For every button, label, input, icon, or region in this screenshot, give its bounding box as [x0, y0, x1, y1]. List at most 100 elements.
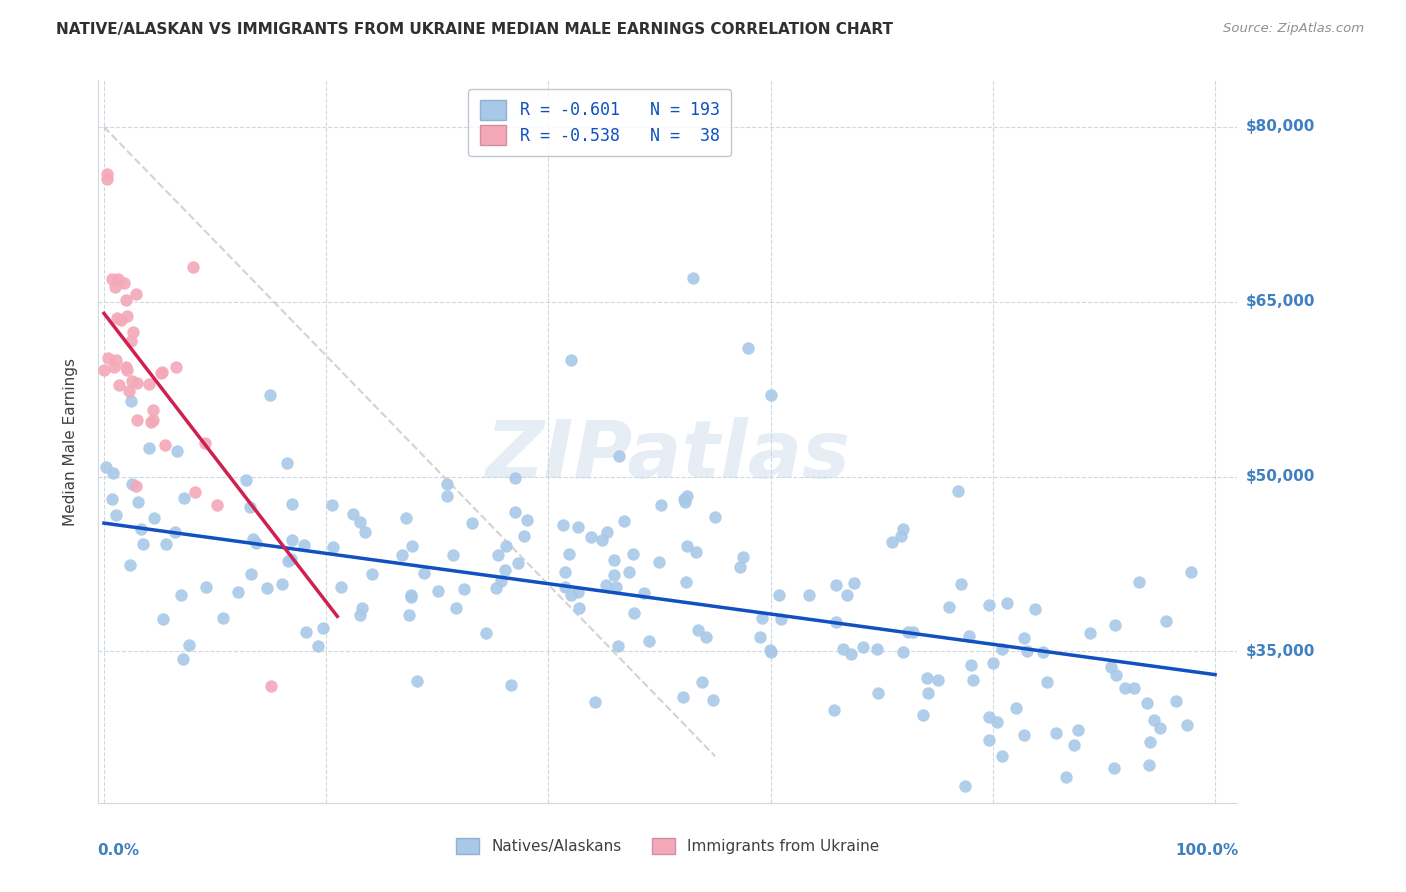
Point — [1045, 726, 1067, 740]
Point — [583, 695, 606, 709]
Point — [444, 601, 467, 615]
Point — [405, 673, 427, 688]
Point — [399, 588, 422, 602]
Text: NATIVE/ALASKAN VS IMMIGRANTS FROM UKRAINE MEDIAN MALE EARNINGS CORRELATION CHART: NATIVE/ALASKAN VS IMMIGRANTS FROM UKRAIN… — [56, 22, 893, 37]
Point — [121, 476, 143, 491]
Point — [607, 449, 630, 463]
Point — [1099, 660, 1122, 674]
Point — [672, 690, 695, 704]
Point — [602, 553, 624, 567]
Point — [695, 630, 717, 644]
Point — [163, 524, 186, 539]
Point — [401, 591, 423, 605]
Point — [703, 510, 725, 524]
Point — [226, 585, 249, 599]
Point — [352, 601, 374, 615]
Point — [307, 640, 329, 654]
Point — [142, 403, 165, 417]
Point — [977, 732, 1000, 747]
Point — [516, 513, 538, 527]
Point — [688, 623, 710, 637]
Point — [839, 647, 862, 661]
Point — [1105, 668, 1128, 682]
Point — [1102, 761, 1125, 775]
Point — [436, 489, 458, 503]
Point — [728, 559, 751, 574]
Point — [702, 693, 724, 707]
Point — [567, 520, 589, 534]
Point — [474, 625, 496, 640]
Point — [675, 539, 697, 553]
Point — [121, 325, 143, 339]
Point — [990, 748, 1012, 763]
Point — [93, 363, 115, 377]
Text: $35,000: $35,000 — [1246, 644, 1315, 659]
Point — [682, 271, 704, 285]
Point — [927, 673, 949, 687]
Point — [235, 473, 257, 487]
Point — [108, 378, 131, 392]
Point — [321, 499, 343, 513]
Point — [890, 529, 912, 543]
Point — [142, 511, 165, 525]
Point — [96, 167, 118, 181]
Point — [152, 612, 174, 626]
Point — [1063, 738, 1085, 752]
Point — [751, 611, 773, 625]
Y-axis label: Median Male Earnings: Median Male Earnings — [63, 358, 77, 525]
Point — [142, 412, 165, 426]
Point — [138, 441, 160, 455]
Point — [395, 511, 418, 525]
Point — [603, 568, 626, 582]
Point — [748, 630, 770, 644]
Point — [917, 686, 939, 700]
Point — [101, 271, 124, 285]
Legend: Natives/Alaskans, Immigrants from Ukraine: Natives/Alaskans, Immigrants from Ukrain… — [450, 832, 886, 860]
Point — [868, 686, 890, 700]
Point — [1137, 757, 1160, 772]
Point — [120, 334, 142, 349]
Point — [979, 598, 1001, 612]
Point — [759, 643, 782, 657]
Point — [551, 517, 574, 532]
Point — [554, 565, 576, 579]
Point — [917, 671, 939, 685]
Point — [170, 588, 193, 602]
Point — [118, 558, 141, 572]
Point — [568, 601, 591, 615]
Point — [607, 639, 630, 653]
Point — [1066, 875, 1088, 889]
Point — [768, 588, 790, 602]
Point — [825, 577, 848, 591]
Point — [150, 365, 173, 379]
Point — [485, 582, 508, 596]
Point — [1177, 718, 1199, 732]
Point — [1078, 625, 1101, 640]
Point — [990, 642, 1012, 657]
Point — [825, 615, 848, 629]
Point — [239, 500, 262, 515]
Point — [1122, 681, 1144, 696]
Point — [294, 538, 316, 552]
Point — [461, 516, 484, 531]
Point — [486, 548, 509, 562]
Point — [1015, 644, 1038, 658]
Point — [946, 484, 969, 499]
Point — [281, 497, 304, 511]
Point — [276, 456, 298, 470]
Point — [172, 652, 194, 666]
Point — [731, 549, 754, 564]
Point — [1166, 694, 1188, 708]
Point — [1149, 721, 1171, 735]
Point — [149, 366, 172, 380]
Point — [259, 388, 281, 402]
Point — [97, 351, 120, 365]
Point — [648, 555, 671, 569]
Point — [132, 537, 155, 551]
Point — [166, 443, 188, 458]
Point — [897, 625, 920, 640]
Point — [962, 673, 984, 687]
Point — [105, 310, 128, 325]
Point — [986, 715, 1008, 730]
Point — [401, 539, 423, 553]
